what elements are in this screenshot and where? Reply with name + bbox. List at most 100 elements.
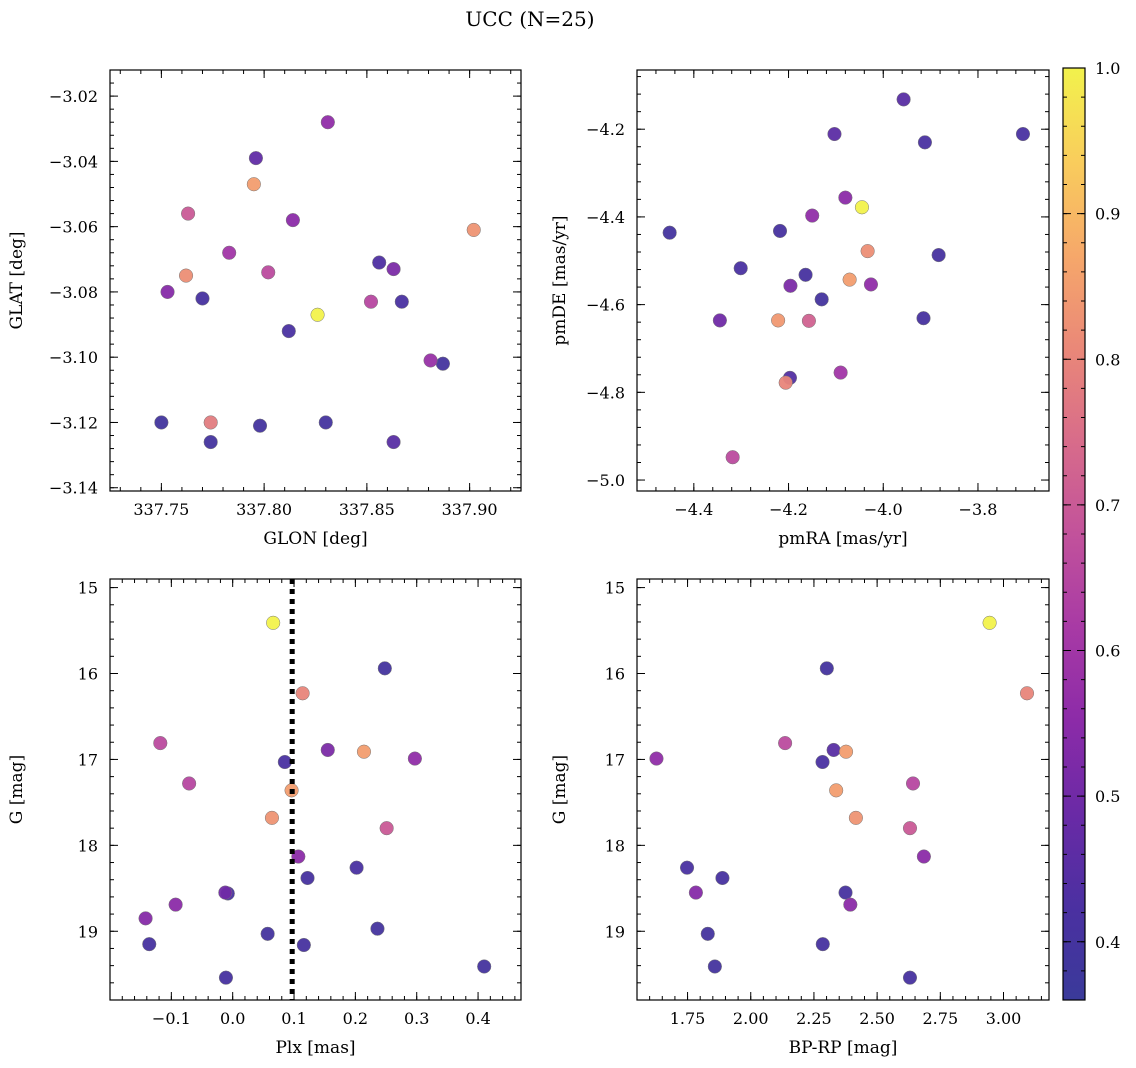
data-point: [916, 849, 931, 864]
axes-frame: [636, 578, 1050, 1001]
data-point: [318, 415, 333, 430]
data-point: [814, 292, 829, 307]
figure-title: UCC (N=25): [465, 7, 594, 31]
data-point: [798, 267, 813, 282]
data-point: [715, 870, 730, 886]
data-point: [662, 225, 677, 240]
data-point: [707, 959, 722, 974]
y-axis-label: GLAT [deg]: [7, 231, 27, 329]
data-point: [246, 177, 261, 192]
data-point: [377, 661, 392, 676]
data-point: [296, 937, 311, 953]
x-tick-label: 0.2: [343, 1009, 368, 1028]
y-tick-label: −3.06: [49, 218, 98, 237]
data-point: [712, 313, 727, 328]
data-point: [203, 415, 218, 430]
data-point: [181, 206, 196, 221]
data-point: [142, 937, 157, 952]
x-tick-label: −4.4: [674, 500, 713, 519]
x-axis-label: BP-RP [mag]: [789, 1038, 898, 1058]
panel-plx-g: −0.1 0.0 0.1 0.2 0.3 0.4 15 16 17 18 19 Plx [mas] G …: [7, 578, 522, 1058]
data-point: [320, 742, 335, 758]
data-point: [261, 265, 276, 280]
data-point: [896, 92, 911, 107]
data-point: [771, 313, 786, 328]
y-tick-label: 15: [605, 579, 625, 598]
x-tick-label: 337.90: [442, 500, 498, 519]
colorbar-tick-label: 0.4: [1095, 933, 1120, 952]
data-point: [854, 200, 869, 215]
data-point: [218, 970, 233, 985]
data-point: [688, 885, 703, 900]
data-point: [182, 776, 197, 791]
y-axis-label: pmDE [mas/yr]: [550, 215, 570, 345]
data-point: [783, 278, 798, 293]
data-point: [838, 190, 853, 205]
data-point: [178, 268, 194, 283]
x-tick-label: 337.85: [339, 500, 395, 519]
colorbar-gradient: [1063, 68, 1085, 1000]
data-point: [905, 776, 921, 791]
x-axis-label: Plx [mas]: [275, 1038, 355, 1058]
data-point: [829, 783, 844, 798]
x-tick-label: 1.75: [670, 1009, 706, 1028]
data-point: [218, 885, 233, 900]
data-point: [386, 434, 401, 450]
x-axis-label: pmRA [mas/yr]: [778, 529, 907, 549]
x-tick-label: 0.1: [281, 1009, 306, 1028]
data-point: [349, 860, 364, 875]
data-point: [863, 277, 878, 292]
x-tick-label: 337.80: [236, 500, 292, 519]
data-point: [902, 821, 918, 836]
colorbar-tick-label: 0.8: [1095, 350, 1120, 369]
data-point: [264, 810, 279, 825]
y-tick-label: 16: [605, 665, 625, 684]
panel-glon-glat: 337.75 337.80 337.85 337.90 −3.14 −3.12 −3.10 −…: [7, 69, 522, 549]
axes-frame: [109, 578, 522, 1001]
axes-frame: [636, 69, 1050, 492]
data-point: [860, 244, 875, 259]
y-tick-label: −4.6: [586, 296, 625, 315]
data-point: [310, 307, 325, 322]
x-tick-label: −3.8: [959, 500, 998, 519]
x-tick-label: 0.4: [465, 1009, 490, 1028]
data-point: [917, 135, 932, 150]
data-point: [815, 754, 830, 770]
data-point: [295, 686, 310, 701]
colorbar-tick-label: 0.7: [1095, 496, 1120, 515]
x-tick-label: 0.0: [220, 1009, 245, 1028]
x-tick-label: −4.2: [769, 500, 808, 519]
data-point: [394, 294, 409, 309]
data-point: [386, 262, 401, 277]
y-axis-label: G [mag]: [7, 755, 27, 824]
colorbar-tick-label: 0.6: [1095, 642, 1120, 661]
x-tick-label: 337.75: [133, 500, 189, 519]
data-point: [154, 415, 169, 430]
data-point: [168, 897, 183, 912]
data-point: [138, 911, 153, 926]
y-tick-label: 18: [78, 836, 98, 855]
colorbar-tick-label: 0.5: [1095, 787, 1120, 806]
panel-bprp-g: 1.75 2.00 2.25 2.50 2.75 3.00 15 16 17 18 19 BP-RP …: [550, 578, 1050, 1058]
y-tick-label: −5.0: [586, 471, 625, 490]
data-point: [1015, 126, 1031, 142]
data-point: [370, 921, 385, 936]
data-point: [842, 272, 857, 287]
data-point: [838, 744, 854, 759]
data-point: [477, 959, 492, 974]
panel-pmra-pmde: −4.4 −4.2 −4.0 −3.8 −5.0 −4.8 −4.6 −4.4 −4.2 pmRA…: [550, 69, 1050, 549]
data-point: [195, 291, 210, 306]
y-tick-label: 15: [78, 579, 98, 598]
data-point: [902, 970, 918, 985]
data-point: [815, 937, 830, 952]
data-point: [248, 151, 263, 166]
data-point: [649, 751, 664, 766]
y-tick-label: −3.02: [49, 87, 98, 106]
data-point: [819, 661, 834, 676]
data-point: [277, 754, 292, 770]
data-point: [982, 615, 997, 630]
y-tick-label: 16: [78, 665, 98, 684]
data-point: [356, 744, 372, 759]
data-point: [285, 213, 300, 228]
